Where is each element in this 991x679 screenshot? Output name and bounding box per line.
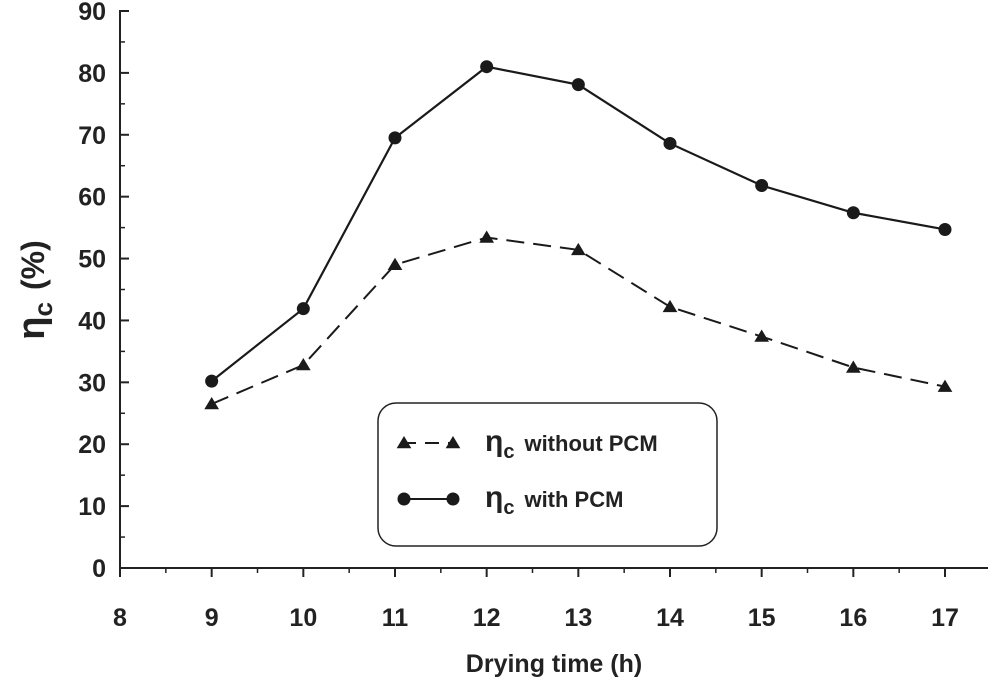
y-tick-label: 50 xyxy=(78,246,106,274)
data-point-with-pcm xyxy=(663,136,677,150)
legend-subscript: c xyxy=(503,441,514,463)
data-point-with-pcm xyxy=(388,131,402,145)
legend-symbol: η xyxy=(485,425,503,458)
y-axis-title: ηc (%) xyxy=(11,240,58,339)
x-tick-label: 8 xyxy=(113,604,127,632)
data-point-with-pcm xyxy=(571,78,585,92)
y-axis-title-unit: (%) xyxy=(15,240,51,290)
y-tick-label: 80 xyxy=(78,60,106,88)
y-ticks: 0 10 20 30 40 50 60 70 80 90 xyxy=(78,0,129,583)
y-tick-label: 20 xyxy=(78,431,106,459)
data-point-with-pcm xyxy=(296,302,310,316)
y-tick-label: 90 xyxy=(78,0,106,26)
x-tick-label: 12 xyxy=(473,604,501,632)
data-point-with-pcm xyxy=(938,222,952,236)
data-point-without-pcm xyxy=(662,299,678,313)
y-tick-label: 60 xyxy=(78,184,106,212)
legend-marker-without-pcm xyxy=(396,436,412,449)
data-point-without-pcm xyxy=(204,396,220,410)
series-line-without-pcm xyxy=(211,236,946,405)
y-tick-label: 10 xyxy=(78,493,106,521)
x-ticks: 8 9 10 11 12 13 14 15 16 17 xyxy=(113,568,959,632)
x-tick-label: 16 xyxy=(839,604,867,632)
legend-marker-with-pcm xyxy=(397,492,411,506)
data-point-without-pcm xyxy=(479,230,495,243)
legend-label-without-pcm: ηc without PCM xyxy=(485,425,658,463)
data-point-without-pcm xyxy=(387,257,403,270)
legend-marker-with-pcm xyxy=(446,492,460,506)
data-point-without-pcm xyxy=(937,379,953,392)
y-tick-label: 30 xyxy=(78,369,106,397)
data-point-without-pcm xyxy=(754,329,770,342)
y-axis-title-symbol: η xyxy=(11,317,53,340)
data-point-without-pcm xyxy=(570,242,586,256)
y-tick-label: 70 xyxy=(78,122,106,150)
series-line-with-pcm xyxy=(210,65,946,382)
legend-marker-without-pcm xyxy=(445,436,461,449)
legend-box xyxy=(377,402,718,547)
data-point-without-pcm xyxy=(295,358,311,371)
legend-suffix: with PCM xyxy=(523,487,623,512)
y-axis-title-subscript: c xyxy=(28,302,58,316)
legend-subscript: c xyxy=(503,497,514,519)
legend-symbol: η xyxy=(485,481,503,514)
x-tick-label: 15 xyxy=(748,604,776,632)
data-point-without-pcm xyxy=(845,360,861,373)
x-tick-label: 11 xyxy=(382,604,409,632)
x-tick-label: 10 xyxy=(289,604,317,632)
data-point-with-pcm xyxy=(846,206,860,220)
legend-label-with-pcm: ηc with PCM xyxy=(485,481,623,519)
x-tick-label: 14 xyxy=(656,604,684,632)
x-tick-label: 9 xyxy=(205,604,219,632)
data-point-with-pcm xyxy=(755,179,769,193)
legend-suffix: without PCM xyxy=(523,431,657,456)
y-tick-label: 0 xyxy=(92,555,106,583)
x-tick-label: 13 xyxy=(564,604,592,632)
x-axis-title: Drying time (h) xyxy=(466,650,642,678)
y-tick-label: 40 xyxy=(78,307,106,335)
data-point-with-pcm xyxy=(205,374,219,388)
series-layer xyxy=(204,60,953,410)
data-point-with-pcm xyxy=(480,60,494,74)
x-tick-label: 17 xyxy=(931,604,959,632)
